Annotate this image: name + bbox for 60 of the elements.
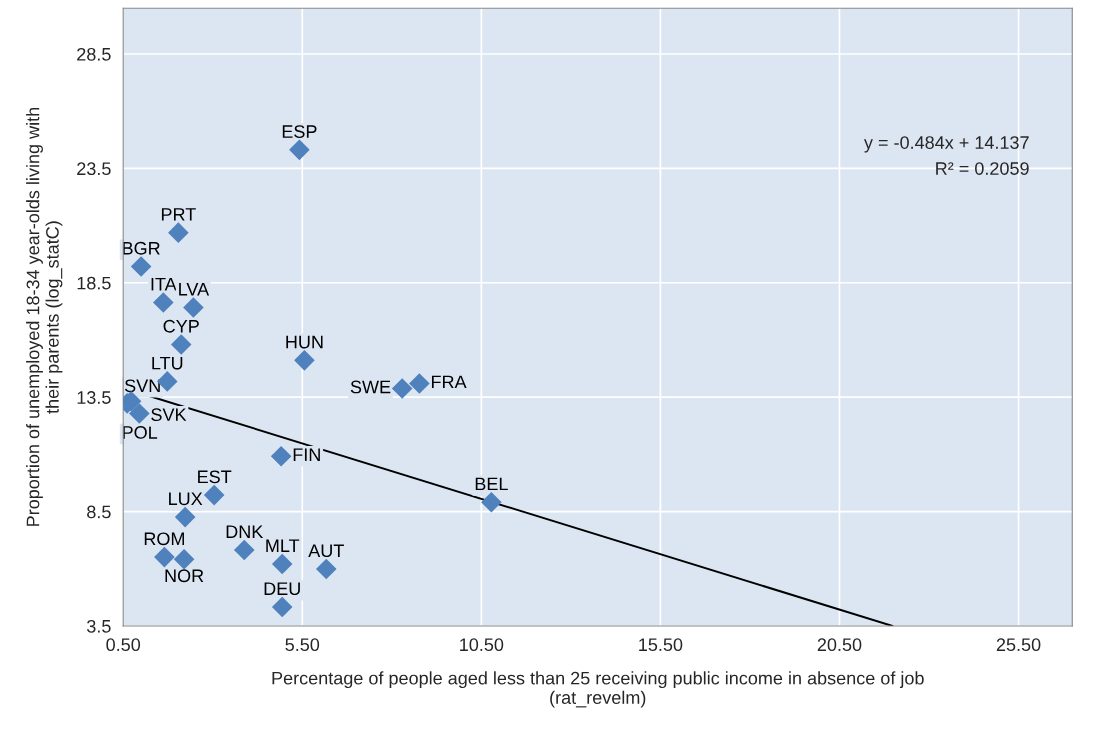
point	[315, 558, 337, 580]
x-tick-label: 25.50	[996, 638, 1041, 652]
series-label: LVA	[179, 282, 210, 296]
y-tick-label: 8.5	[87, 505, 111, 519]
point	[289, 139, 310, 161]
x-tick-label: 5.50	[285, 638, 320, 652]
x-axis-title: Percentage of people aged less than 25 receiving public income in absence of job (rat_revelm)	[272, 671, 924, 708]
series-label: ITA	[151, 277, 177, 291]
series-label: DNK	[226, 525, 264, 538]
point	[203, 484, 225, 506]
y-tick-label: 13.5	[77, 391, 111, 404]
y-axis-title: Proportion of unemployed 18-34 year-olds living with their parents (log_statC)	[26, 108, 63, 526]
series-label: AUT	[308, 544, 344, 558]
series-label: POL	[123, 426, 158, 439]
series-label: SVN	[124, 379, 160, 393]
series-label: BEL	[475, 477, 508, 491]
point	[130, 256, 152, 277]
series-label: NOR	[165, 569, 204, 583]
point	[271, 553, 293, 575]
point	[270, 445, 292, 467]
x-tick-label: 15.50	[639, 638, 683, 652]
point	[153, 292, 174, 313]
series-label: MLT	[266, 539, 300, 552]
point	[409, 373, 430, 394]
annotation: R² = 0.2059	[936, 162, 1029, 175]
series-label: SVK	[151, 408, 187, 422]
series-label: FRA	[431, 375, 467, 389]
point	[481, 491, 502, 513]
y-tick-label: 28.5	[77, 47, 111, 61]
x-tick-label: 20.50	[817, 638, 862, 652]
series-label: HUN	[286, 335, 323, 349]
point	[129, 403, 150, 424]
series-label: PRT	[161, 208, 196, 221]
point	[170, 334, 192, 355]
series-label: FIN	[293, 448, 320, 461]
point	[233, 539, 255, 561]
point	[271, 596, 293, 618]
point	[173, 548, 195, 570]
point	[294, 350, 315, 371]
x-tick-label: 0.50	[106, 638, 141, 652]
series-label: DEU	[264, 582, 300, 596]
point	[168, 222, 189, 243]
series-label: SWE	[350, 380, 391, 394]
series-label: ROM	[144, 532, 184, 546]
y-tick-label: 23.5	[77, 162, 111, 176]
y-tick-label: 18.5	[77, 276, 111, 290]
series-label: ESP	[282, 125, 317, 138]
point	[174, 506, 196, 528]
point	[154, 546, 175, 568]
series-label: EST	[198, 470, 232, 484]
series-label: BGR	[123, 241, 160, 255]
series-label: LUX	[169, 492, 203, 506]
series-label: LTU	[152, 356, 183, 370]
x-tick-label: 10.50	[460, 638, 504, 652]
point	[123, 391, 142, 412]
point	[183, 297, 204, 318]
y-tick-label: 3.5	[87, 619, 111, 633]
series-label: CYP	[163, 319, 199, 333]
annotation: y = -0.484x + 14.137	[863, 136, 1029, 153]
point	[391, 378, 413, 399]
